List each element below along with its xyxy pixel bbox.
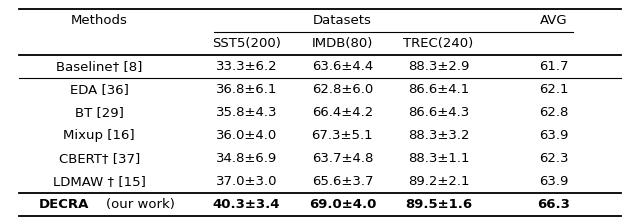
- Text: 88.3±3.2: 88.3±3.2: [408, 129, 469, 142]
- Text: 33.3±6.2: 33.3±6.2: [216, 60, 277, 73]
- Text: 34.8±6.9: 34.8±6.9: [216, 152, 277, 165]
- Text: 62.8±6.0: 62.8±6.0: [312, 83, 373, 96]
- Text: LDMAW † [15]: LDMAW † [15]: [52, 175, 146, 188]
- Text: 65.6±3.7: 65.6±3.7: [312, 175, 373, 188]
- Text: 88.3±1.1: 88.3±1.1: [408, 152, 469, 165]
- Text: SST5(200): SST5(200): [212, 37, 281, 50]
- Text: 63.7±4.8: 63.7±4.8: [312, 152, 373, 165]
- Text: 35.8±4.3: 35.8±4.3: [216, 106, 277, 119]
- Text: 66.3: 66.3: [537, 198, 570, 211]
- Text: 37.0±3.0: 37.0±3.0: [216, 175, 277, 188]
- Text: AVG: AVG: [540, 14, 568, 27]
- Text: 40.3±3.4: 40.3±3.4: [212, 198, 280, 211]
- Text: 63.9: 63.9: [539, 129, 568, 142]
- Text: Methods: Methods: [71, 14, 127, 27]
- Text: 67.3±5.1: 67.3±5.1: [312, 129, 373, 142]
- Text: BT [29]: BT [29]: [75, 106, 124, 119]
- Text: 36.0±4.0: 36.0±4.0: [216, 129, 277, 142]
- Text: 66.4±4.2: 66.4±4.2: [312, 106, 373, 119]
- Text: Datasets: Datasets: [313, 14, 372, 27]
- Text: EDA [36]: EDA [36]: [70, 83, 129, 96]
- Text: 88.3±2.9: 88.3±2.9: [408, 60, 469, 73]
- Text: 86.6±4.3: 86.6±4.3: [408, 106, 469, 119]
- Text: 89.5±1.6: 89.5±1.6: [405, 198, 472, 211]
- Text: 36.8±6.1: 36.8±6.1: [216, 83, 277, 96]
- Text: CBERT† [37]: CBERT† [37]: [59, 152, 140, 165]
- Text: Baseline† [8]: Baseline† [8]: [56, 60, 142, 73]
- Text: 89.2±2.1: 89.2±2.1: [408, 175, 469, 188]
- Text: 69.0±4.0: 69.0±4.0: [308, 198, 376, 211]
- Text: 63.6±4.4: 63.6±4.4: [312, 60, 373, 73]
- Text: 86.6±4.1: 86.6±4.1: [408, 83, 469, 96]
- Text: DECRA: DECRA: [39, 198, 89, 211]
- Text: 62.8: 62.8: [539, 106, 568, 119]
- Text: 63.9: 63.9: [539, 175, 568, 188]
- Text: 62.1: 62.1: [539, 83, 568, 96]
- Text: Mixup [16]: Mixup [16]: [63, 129, 135, 142]
- Text: TREC(240): TREC(240): [403, 37, 474, 50]
- Text: IMDB(80): IMDB(80): [312, 37, 373, 50]
- Text: (our work): (our work): [106, 198, 175, 211]
- Text: 61.7: 61.7: [539, 60, 568, 73]
- Text: 62.3: 62.3: [539, 152, 568, 165]
